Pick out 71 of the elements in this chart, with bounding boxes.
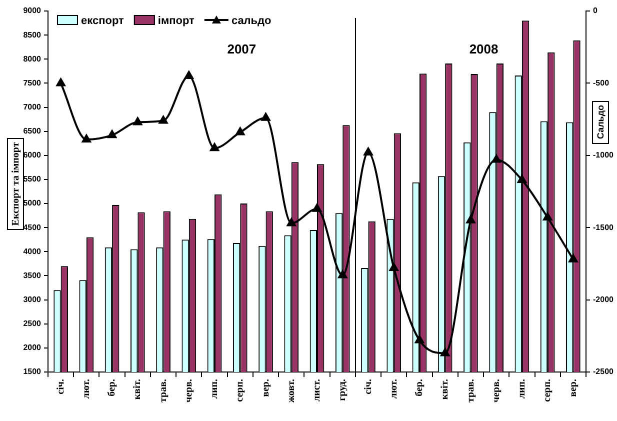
point	[543, 212, 552, 220]
x-tick-label: черв.	[183, 378, 194, 403]
y-tick-label: 3500	[23, 270, 42, 280]
legend-label: імпорт	[158, 15, 196, 28]
y-tick-label: 2500	[23, 319, 42, 328]
legend-label: сальдо	[231, 15, 272, 28]
y-axis-title: Експорт та імпорт	[10, 142, 22, 226]
point	[158, 116, 168, 124]
x-tick-label: серп.	[234, 378, 246, 402]
y-tick-label: 8500	[23, 30, 42, 40]
x-tick-label: жовт.	[286, 378, 297, 403]
point	[133, 117, 142, 126]
x-tick-label: вер.	[260, 378, 272, 397]
x-tick-label: лип.	[516, 378, 528, 399]
point	[389, 263, 398, 272]
y2-axis-title: Сальдо	[595, 104, 606, 140]
point	[261, 112, 270, 121]
point	[338, 270, 348, 278]
x-tick-label: вер.	[568, 378, 579, 397]
y-tick-label: 1500	[23, 367, 42, 376]
y2-tick-label: -1000	[593, 150, 614, 160]
point	[56, 78, 66, 86]
y2-tick-label: -500	[593, 78, 610, 88]
y2-tick-label: -2000	[593, 295, 614, 304]
y-tick-label: 6500	[23, 126, 42, 136]
point	[184, 70, 194, 79]
x-tick-label: лист.	[312, 378, 323, 402]
point	[108, 130, 117, 138]
x-tick-label: бер.	[414, 378, 426, 396]
x-tick-label: бер.	[106, 378, 118, 396]
point	[364, 148, 373, 156]
point	[312, 204, 322, 212]
y2-tick-label: -1500	[593, 222, 614, 232]
x-tick-label: трав.	[465, 378, 476, 402]
x-tick-label: лют.	[388, 378, 400, 399]
x-tick-label: черв.	[490, 378, 502, 403]
point	[517, 174, 526, 183]
annotation: 2007	[227, 42, 256, 57]
y-tick-label: 4500	[23, 222, 42, 232]
y-tick-label: 6000	[23, 150, 42, 160]
point	[492, 154, 501, 163]
point	[466, 215, 476, 224]
y-tick-label: 3000	[23, 295, 42, 304]
x-tick-label: трав.	[158, 378, 169, 402]
point	[210, 143, 219, 152]
y-tick-label: 2000	[23, 343, 42, 352]
y-tick-label: 5000	[23, 198, 42, 208]
y-tick-label: 9000	[23, 6, 42, 16]
point	[415, 335, 424, 344]
x-tick-label: лют.	[81, 378, 92, 399]
x-tick-label: квіт.	[440, 378, 451, 400]
y2-tick-label: -2500	[593, 367, 614, 376]
y-tick-label: 8000	[23, 54, 42, 64]
point	[236, 127, 245, 136]
annotation: 2008	[469, 42, 498, 57]
point	[286, 218, 296, 226]
y-tick-label: 5500	[23, 174, 42, 184]
x-tick-label: лип.	[209, 378, 220, 399]
y2-tick-label: 0	[593, 6, 598, 16]
x-tick-label: груд.	[337, 378, 348, 401]
y-tick-label: 7500	[23, 78, 42, 88]
y-tick-label: 4000	[23, 246, 42, 256]
y-tick-label: 7000	[23, 102, 42, 112]
x-tick-label: січ.	[362, 378, 374, 394]
point	[440, 348, 450, 356]
x-tick-label: січ.	[55, 378, 66, 394]
legend-label: експорт	[81, 15, 125, 28]
x-tick-label: квіт.	[132, 378, 144, 400]
point	[568, 254, 578, 262]
x-tick-label: серп.	[542, 378, 554, 402]
point	[82, 134, 91, 143]
